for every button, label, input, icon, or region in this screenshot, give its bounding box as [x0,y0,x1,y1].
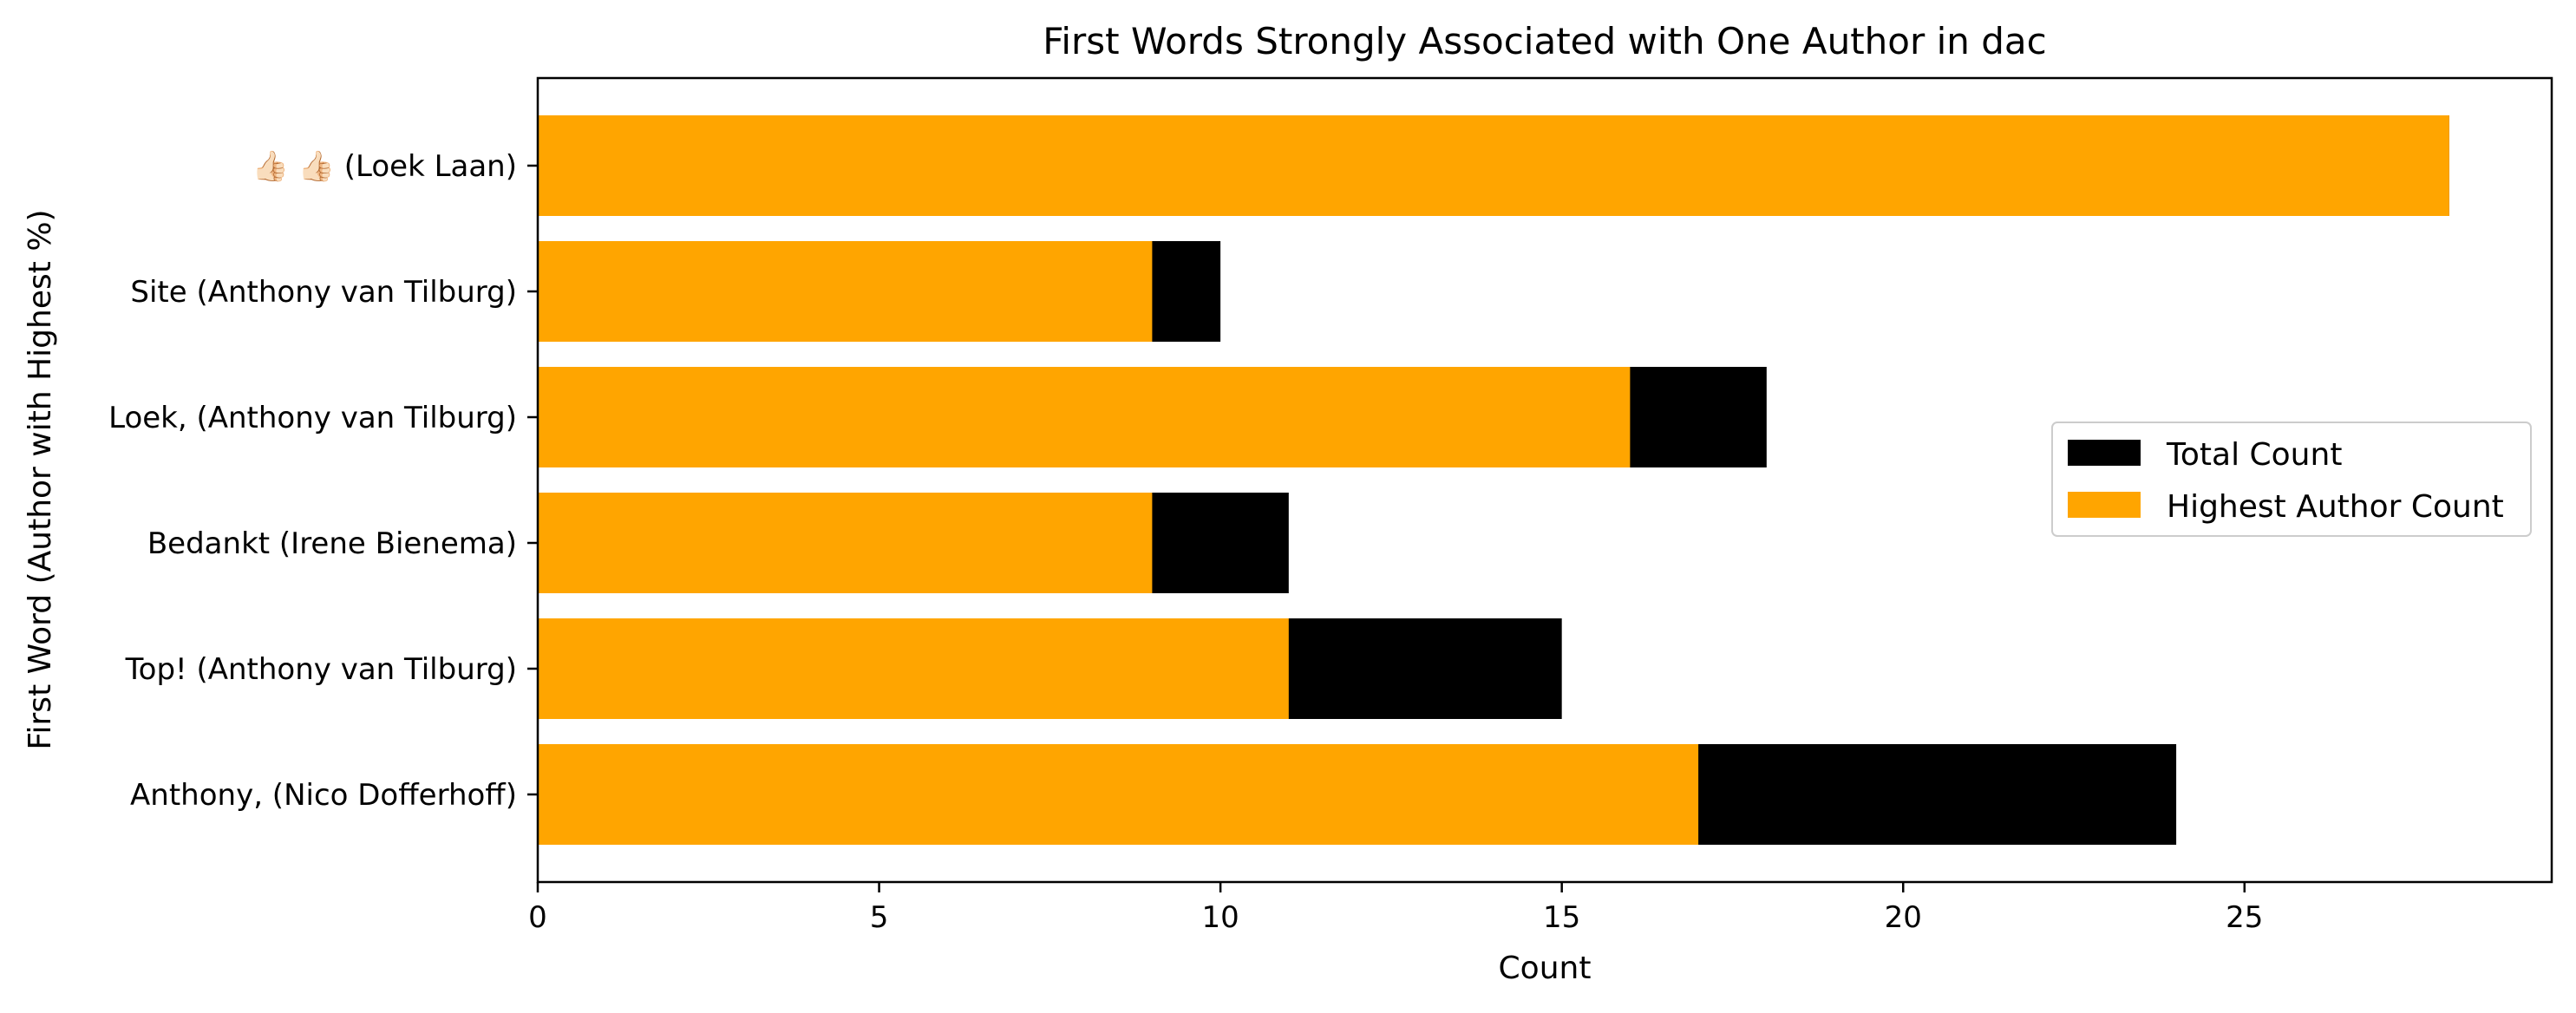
x-tick-label-2: 10 [1201,900,1239,935]
legend-swatch-1 [2068,492,2141,518]
y-tick-label-1: Site (Anthony van Tilburg) [130,275,517,310]
x-tick-label-4: 20 [1885,900,1922,935]
legend: Total Count Highest Author Count [2051,422,2532,537]
legend-label-1: Highest Author Count [2167,489,2504,525]
bars-group [538,115,2449,845]
y-tick-label-3: Bedankt (Irene Bienema) [147,526,517,561]
y-tick-label-2: Loek, (Anthony van Tilburg) [108,401,517,435]
plot-frame [536,76,2553,884]
x-tick-label-5: 25 [2226,900,2263,935]
x-axis-ticks: 0 5 10 15 20 25 [528,882,2263,935]
bar-highest-author-count-2 [538,367,1631,467]
bar-highest-author-count-4 [538,618,1289,719]
x-axis-label: Count [1499,951,1592,986]
y-axis-ticks: 👍🏻 👍🏻 (Loek Laan) Site (Anthony van Tilbu… [108,149,538,813]
y-axis-label: First Word (Author with Highest %) [23,209,58,749]
bar-highest-author-count-1 [538,241,1153,342]
x-tick-label-0: 0 [528,900,547,935]
legend-swatch-0 [2068,440,2141,466]
chart-title: First Words Strongly Associated with One… [1043,20,2046,62]
y-tick-label-5: Anthony, (Nico Dofferhoff) [130,778,517,813]
x-tick-label-1: 5 [870,900,889,935]
bar-highest-author-count-0 [538,115,2449,216]
y-tick-label-0: 👍🏻 👍🏻 (Loek Laan) [252,149,517,184]
legend-label-0: Total Count [2166,437,2342,473]
y-tick-label-4: Top! (Anthony van Tilburg) [125,652,517,687]
x-tick-label-3: 15 [1543,900,1580,935]
bar-highest-author-count-5 [538,744,1699,845]
legend-frame [2051,422,2532,537]
bar-highest-author-count-3 [538,493,1153,593]
